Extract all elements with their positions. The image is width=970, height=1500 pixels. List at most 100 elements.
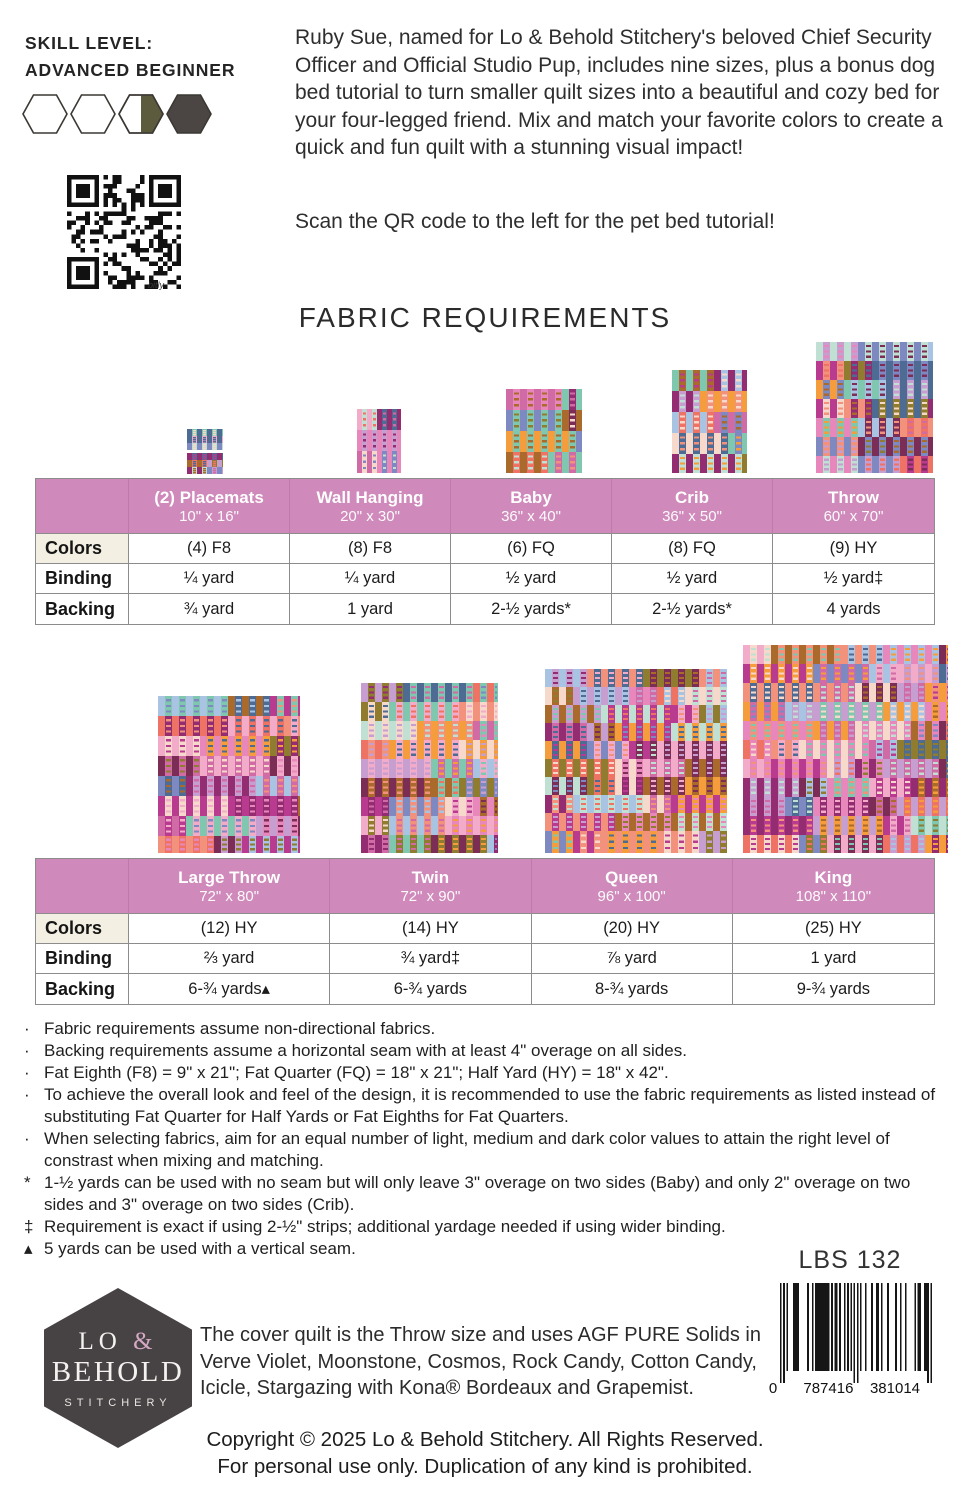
value-cell: (12) HY	[129, 914, 331, 944]
footnote-marker: ▴	[24, 1239, 33, 1258]
qr-caption: bitly	[148, 280, 165, 290]
barcode-image: 0 787416 381014	[766, 1283, 936, 1397]
column-name: Crib	[675, 487, 709, 507]
value-cell: ½ yard‡	[773, 564, 934, 594]
quilt-thumbnail-placemat-1	[187, 429, 224, 455]
table-header-cell: Baby 36" x 40"	[451, 479, 612, 534]
value-cell: (9) HY	[773, 534, 934, 564]
table-header-cell: Crib 36" x 50"	[612, 479, 773, 534]
column-size: 72" x 80"	[199, 887, 260, 905]
value-cell: 6-¾ yards	[330, 974, 532, 1004]
column-name: Baby	[510, 487, 552, 507]
qr-code	[67, 175, 181, 289]
logo-line3: STITCHERY	[64, 1396, 172, 1409]
brand-logo-hexagon: LO & BEHOLD STITCHERY	[44, 1288, 192, 1448]
table-header-cell: Twin 72" x 90"	[330, 859, 532, 914]
column-name: Queen	[605, 867, 659, 887]
quilt-thumbnail-crib	[672, 370, 747, 478]
skill-hexagon-icon	[70, 94, 116, 134]
value-cell: 1 yard	[732, 944, 934, 974]
size-table-small: (2) Placemats 10" x 16" Wall Hanging 20" x …	[35, 478, 935, 625]
footnote-item: ▴ 5 yards can be used with a vertical sea…	[24, 1238, 950, 1260]
value-cell: ¾ yard‡	[330, 944, 532, 974]
column-size: 36" x 50"	[662, 507, 722, 525]
table-header-cell: (2) Placemats 10" x 16"	[129, 479, 290, 534]
table-header-cell: Large Throw 72" x 80"	[129, 859, 331, 914]
footnote-item: * 1-½ yards can be used with no seam but …	[24, 1172, 950, 1216]
quilt-thumbnail-large-throw	[158, 696, 300, 858]
footnote-marker: ‡	[24, 1217, 34, 1236]
value-cell: 9-¾ yards	[796, 979, 871, 998]
copyright: Copyright © 2025 Lo & Behold Stitchery. …	[0, 1426, 970, 1480]
svg-text:787416: 787416	[803, 1380, 853, 1397]
logo-lo: LO	[78, 1327, 122, 1355]
value-cell: 2-½ yards*	[451, 594, 612, 624]
intro-paragraph: Ruby Sue, named for Lo & Behold Stitcher…	[295, 26, 943, 159]
footnote-text: Fabric requirements assume non-direction…	[44, 1019, 436, 1038]
column-name: (2) Placemats	[154, 487, 264, 507]
skill-hexagon-icon	[118, 94, 164, 134]
cover-quilt-note: The cover quilt is the Throw size and us…	[200, 1324, 761, 1399]
quilt-thumbnail-twin	[361, 683, 498, 858]
value-cell: 1 yard	[290, 594, 451, 624]
footnote-marker: ·	[24, 1085, 30, 1104]
table-header-cell: Throw 60" x 70"	[773, 479, 934, 534]
column-size: 10" x 16"	[179, 507, 239, 525]
column-name: Twin	[411, 867, 450, 887]
quilt-thumbnail-king	[743, 645, 948, 858]
value-cell: ¾ yard	[129, 594, 290, 624]
value-cell: 4 yards	[826, 599, 881, 618]
column-name: Throw	[828, 487, 879, 507]
footnote-marker: *	[24, 1173, 31, 1192]
column-size: 36" x 40"	[501, 507, 561, 525]
quilt-thumbnail-throw	[816, 342, 933, 478]
skill-level-line2: ADVANCED BEGINNER	[25, 60, 236, 80]
footnote-text: When selecting fabrics, aim for an equal…	[44, 1129, 890, 1170]
value-cell: (6) FQ	[451, 534, 612, 564]
footnote-marker: ·	[24, 1019, 30, 1038]
column-size: 108" x 110"	[795, 887, 872, 905]
quilt-thumbnail-placemat-2	[187, 453, 224, 479]
logo-line1: LO &	[78, 1328, 157, 1356]
footnotes-list: · Fabric requirements assume non-directio…	[24, 1018, 950, 1260]
value-cell: 6-¾ yards▴	[129, 974, 331, 1004]
column-size: 60" x 70"	[823, 507, 884, 525]
value-cell: (4) F8	[129, 534, 290, 564]
table-header-cell: King 108" x 110"	[732, 859, 934, 914]
value-cell: ⅞ yard	[531, 944, 733, 974]
value-cell: ¼ yard	[129, 564, 290, 594]
column-name: Large Throw	[178, 867, 281, 887]
value-cell: ½ yard	[451, 564, 612, 594]
row-label: Colors	[36, 534, 129, 564]
row-label: Binding	[36, 944, 129, 974]
copyright-line1: Copyright © 2025 Lo & Behold Stitchery. …	[206, 1428, 764, 1451]
footnote-text: 1-½ yards can be used with no seam but w…	[44, 1173, 911, 1214]
column-name: King	[814, 867, 853, 887]
value-cell: 8-¾ yards	[532, 974, 733, 1004]
footnote-marker: ·	[24, 1041, 30, 1060]
footnote-text: Fat Eighth (F8) = 9" x 21"; Fat Quarter …	[44, 1063, 669, 1082]
footnote-text: Backing requirements assume a horizontal…	[44, 1041, 687, 1060]
value-cell: 2-½ yards*	[612, 594, 773, 624]
table-header-corner	[36, 859, 129, 914]
footnote-item: · Fat Eighth (F8) = 9" x 21"; Fat Quarter…	[24, 1062, 950, 1084]
quilt-thumbnail-queen	[545, 669, 727, 858]
footnote-marker: ·	[24, 1129, 30, 1148]
footnote-item: ‡ Requirement is exact if using 2-½" stri…	[24, 1216, 950, 1238]
table-header-cell: Queen 96" x 100"	[531, 859, 733, 914]
value-cell: ¼ yard	[290, 564, 451, 594]
column-size: 72" x 90"	[400, 887, 461, 905]
footnote-text: 5 yards can be used with a vertical seam…	[44, 1239, 356, 1258]
skill-hexagon-icon	[166, 94, 212, 134]
column-name: Wall Hanging	[316, 487, 424, 507]
logo-line2: BEHOLD	[51, 1355, 185, 1388]
footnote-text: Requirement is exact if using 2-½" strip…	[44, 1217, 726, 1236]
skill-hexagon-icon	[22, 94, 68, 134]
skill-level-line1: SKILL LEVEL:	[25, 33, 154, 53]
quilt-thumbnail-wall-hanging	[357, 409, 401, 478]
value-cell: (8) FQ	[612, 534, 773, 564]
value-cell: ½ yard	[612, 564, 773, 594]
skill-hexagons	[22, 94, 212, 134]
qr-code-image	[67, 175, 181, 289]
footnote-item: · Backing requirements assume a horizonta…	[24, 1040, 950, 1062]
